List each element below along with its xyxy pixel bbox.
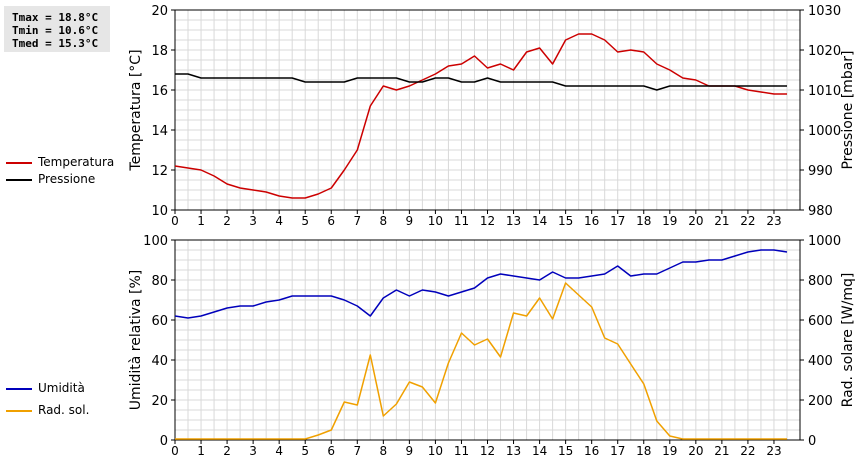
series-line-rad-sol [175,282,787,440]
legend-swatch-pressione [6,179,32,181]
x-tick-label: 10 [428,444,443,458]
legend-label-temperatura: Temperatura [38,155,115,169]
x-tick-label: 1 [197,214,205,228]
x-tick-label: 6 [327,444,335,458]
x-tick-label: 11 [454,444,469,458]
x-tick-label: 7 [353,214,361,228]
x-tick-label: 12 [480,444,495,458]
x-tick-label: 8 [380,214,388,228]
y2-axis-title: Pressione [mbar] [840,50,856,169]
x-tick-label: 14 [532,444,547,458]
stats-box: Tmax = 18.8°C Tmin = 10.6°C Tmed = 15.3°… [4,6,110,52]
x-tick-label: 21 [714,214,729,228]
legend-label-umidita: Umidità [38,381,85,395]
x-tick-label: 20 [688,444,703,458]
x-tick-label: 15 [558,444,573,458]
y2-tick-label: 1000 [808,124,841,139]
chart-panel-1: 0 1 2 3 4 5 6 7 8 9 10 11 12 13 14 15 16 17 18 19 20 21 22 2302… [128,234,856,458]
y-tick-label: 20 [151,394,168,409]
y-tick-label: 10 [151,204,168,219]
series-line-umidit [174,249,788,319]
y2-axis-title: Rad. solare [W/mq] [840,273,856,408]
x-tick-label: 6 [327,214,335,228]
y-tick-label: 20 [151,4,168,19]
x-tick-label: 20 [688,214,703,228]
legend-label-rad-sol: Rad. sol. [38,403,90,417]
x-tick-label: 14 [532,214,547,228]
y-tick-label: 60 [151,314,168,329]
y2-tick-label: 400 [808,354,833,369]
x-tick-label: 0 [171,214,179,228]
y-axis-title: Temperatura [°C] [128,49,144,171]
y2-tick-label: 800 [808,274,833,289]
x-tick-label: 9 [406,214,414,228]
y2-tick-label: 990 [808,164,833,179]
tmin-label: Tmin = 10.6°C [12,24,99,37]
y-tick-label: 100 [143,234,168,249]
x-tick-label: 17 [610,444,625,458]
y-axis-title: Umidità relativa [%] [128,270,144,411]
chart-panel-0: 0 1 2 3 4 5 6 7 8 9 10 11 12 13 14 15 16 17 18 19 20 21 22 2310… [128,4,856,228]
y2-tick-label: 200 [808,394,833,409]
x-tick-label: 13 [506,214,521,228]
y-tick-label: 0 [160,434,168,449]
x-tick-label: 3 [249,214,257,228]
y-tick-label: 16 [151,84,168,99]
x-tick-label: 4 [275,214,283,228]
x-tick-label: 13 [506,444,521,458]
y-tick-label: 80 [151,274,168,289]
x-tick-label: 18 [636,444,651,458]
x-tick-label: 10 [428,214,443,228]
x-tick-label: 0 [171,444,179,458]
x-tick-label: 1 [197,444,205,458]
y2-tick-label: 1010 [808,84,841,99]
x-tick-label: 3 [249,444,257,458]
x-tick-label: 16 [584,444,599,458]
y-tick-label: 18 [151,44,168,59]
x-tick-label: 22 [740,444,755,458]
x-tick-label: 22 [740,214,755,228]
legend-swatch-temperatura [6,162,32,164]
series-line-temperatura [174,33,787,199]
y-tick-label: 40 [151,354,168,369]
y2-tick-label: 1030 [808,4,841,19]
x-tick-label: 5 [301,444,309,458]
legend-swatch-umidita [6,388,32,390]
x-tick-label: 2 [223,214,231,228]
y2-tick-label: 980 [808,204,833,219]
x-tick-label: 19 [662,444,677,458]
x-tick-label: 9 [406,444,414,458]
y2-tick-label: 0 [808,434,816,449]
y2-tick-label: 600 [808,314,833,329]
x-tick-label: 23 [766,444,781,458]
x-tick-label: 4 [275,444,283,458]
x-tick-label: 8 [380,444,388,458]
x-tick-label: 21 [714,444,729,458]
y-tick-label: 14 [151,124,168,139]
x-tick-label: 5 [301,214,309,228]
x-tick-label: 16 [584,214,599,228]
x-tick-label: 2 [223,444,231,458]
tmed-label: Tmed = 15.3°C [12,37,99,50]
tmax-label: Tmax = 18.8°C [12,11,99,24]
x-tick-label: 17 [610,214,625,228]
x-tick-label: 15 [558,214,573,228]
y2-tick-label: 1000 [808,234,841,249]
x-tick-label: 7 [353,444,361,458]
x-tick-label: 11 [454,214,469,228]
series-line-pressione [175,73,787,91]
y2-tick-label: 1020 [808,44,841,59]
legend-label-pressione: Pressione [38,172,96,186]
y-tick-label: 12 [151,164,168,179]
legend-swatch-rad-sol [6,410,32,412]
x-tick-label: 23 [766,214,781,228]
x-tick-label: 18 [636,214,651,228]
x-tick-label: 19 [662,214,677,228]
x-tick-label: 12 [480,214,495,228]
